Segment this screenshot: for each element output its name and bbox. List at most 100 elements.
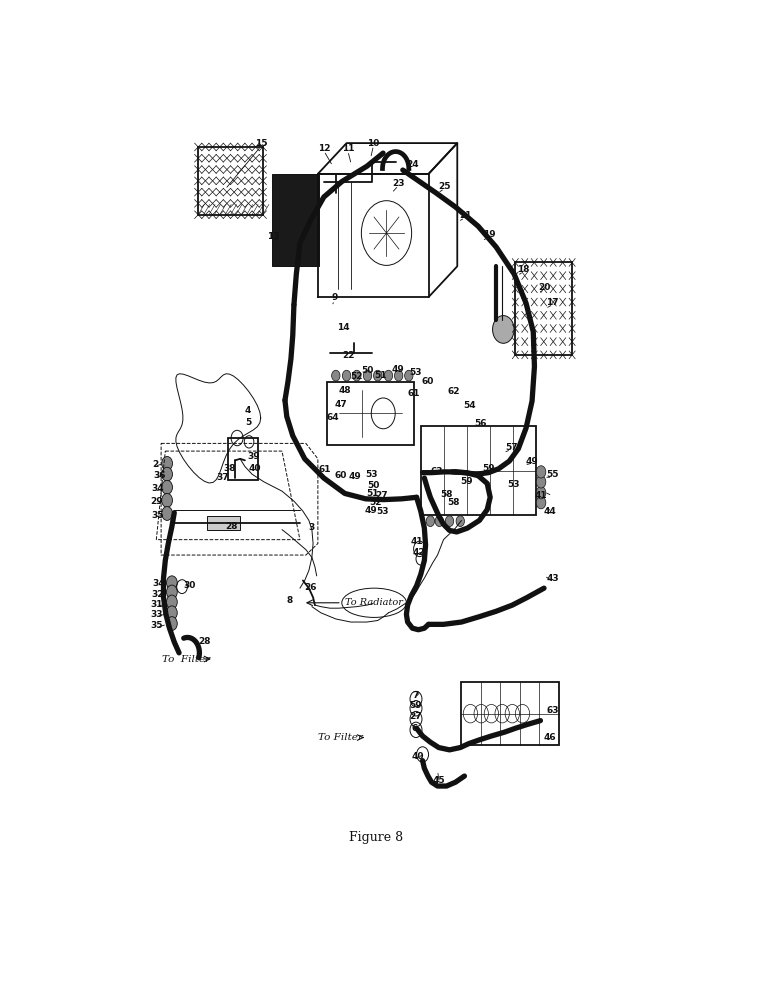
Text: 13: 13 [267, 232, 279, 241]
Text: 49: 49 [526, 457, 538, 466]
Text: 59: 59 [461, 477, 473, 486]
Text: 53: 53 [365, 470, 378, 479]
Text: 34: 34 [152, 579, 165, 588]
Text: 39: 39 [247, 452, 259, 461]
Text: 59: 59 [482, 464, 495, 473]
Text: 5: 5 [245, 418, 252, 427]
Text: 29: 29 [150, 497, 163, 506]
Text: 28: 28 [198, 637, 211, 646]
Text: 10: 10 [367, 139, 380, 148]
Text: 17: 17 [546, 298, 559, 307]
Bar [327, 382, 414, 445]
Text: 4: 4 [244, 406, 250, 415]
Text: 49: 49 [364, 506, 378, 515]
Text: 20: 20 [538, 283, 550, 292]
Circle shape [537, 497, 546, 509]
Text: 38: 38 [224, 464, 236, 473]
Circle shape [405, 370, 413, 381]
Text: 46: 46 [543, 733, 557, 742]
Text: 24: 24 [406, 160, 418, 169]
Text: 14: 14 [337, 323, 350, 332]
Text: 55: 55 [546, 470, 559, 479]
Text: 44: 44 [543, 507, 557, 516]
Circle shape [537, 466, 546, 478]
Text: 6: 6 [411, 724, 418, 733]
Text: 36: 36 [153, 471, 165, 480]
Text: 18: 18 [517, 265, 530, 274]
Text: 51: 51 [366, 489, 378, 498]
Text: 23: 23 [392, 179, 405, 188]
Text: 33: 33 [150, 610, 163, 619]
Text: 43: 43 [546, 574, 559, 583]
Circle shape [456, 516, 465, 527]
Text: 22: 22 [343, 351, 355, 360]
Text: 61: 61 [318, 465, 330, 474]
Text: 56: 56 [474, 419, 486, 428]
Circle shape [537, 476, 546, 488]
Circle shape [426, 516, 435, 527]
Text: 45: 45 [433, 776, 445, 785]
Text: 30: 30 [183, 581, 195, 590]
Text: 58: 58 [447, 498, 459, 507]
Text: 60: 60 [422, 377, 434, 386]
Text: 57: 57 [505, 443, 517, 452]
Text: 3: 3 [309, 523, 315, 532]
Text: 52: 52 [350, 372, 363, 381]
Text: 15: 15 [255, 139, 267, 148]
Text: 59: 59 [409, 701, 422, 710]
Text: 27: 27 [375, 491, 388, 500]
Text: 42: 42 [412, 548, 425, 557]
Text: 35: 35 [151, 511, 164, 520]
Circle shape [332, 370, 340, 381]
Circle shape [343, 370, 350, 381]
Text: 63: 63 [430, 467, 442, 476]
Circle shape [161, 507, 172, 520]
Circle shape [167, 585, 178, 599]
Text: 25: 25 [438, 182, 451, 191]
Text: 48: 48 [338, 386, 351, 395]
Text: To Radiator: To Radiator [345, 598, 403, 607]
Circle shape [445, 516, 454, 527]
Text: 34: 34 [151, 484, 164, 493]
Text: Figure 8: Figure 8 [350, 831, 404, 844]
Text: 40: 40 [411, 752, 424, 761]
Text: 54: 54 [463, 401, 476, 410]
Text: 37: 37 [216, 473, 229, 482]
Text: 41: 41 [410, 537, 423, 546]
Text: 40: 40 [249, 464, 261, 473]
Bar [516, 262, 572, 355]
Text: 61: 61 [408, 389, 421, 398]
Text: 51: 51 [374, 371, 386, 380]
Text: 35: 35 [150, 621, 163, 630]
Text: 53: 53 [376, 507, 389, 516]
Text: 53: 53 [507, 480, 520, 489]
Circle shape [167, 606, 178, 620]
Circle shape [161, 467, 172, 481]
Bar [207, 516, 240, 530]
Text: To Filter: To Filter [318, 733, 363, 742]
Text: 60: 60 [334, 471, 347, 480]
Circle shape [493, 316, 514, 343]
Text: 27: 27 [409, 712, 422, 721]
Text: 28: 28 [225, 522, 238, 531]
Circle shape [353, 370, 361, 381]
Text: 8: 8 [286, 596, 293, 605]
Text: 26: 26 [304, 583, 317, 592]
Circle shape [167, 576, 178, 590]
Text: To  Filter: To Filter [162, 654, 210, 664]
Circle shape [167, 617, 178, 631]
Text: 53: 53 [410, 368, 422, 377]
Text: 50: 50 [367, 481, 380, 490]
Polygon shape [273, 174, 319, 266]
Bar [421, 426, 537, 515]
Text: 47: 47 [335, 400, 347, 409]
Circle shape [161, 456, 172, 470]
Bar [462, 682, 559, 745]
Bar [229, 438, 258, 480]
Circle shape [161, 480, 172, 494]
Bar [198, 147, 262, 215]
Text: 41: 41 [534, 491, 547, 500]
Circle shape [435, 516, 443, 527]
Circle shape [374, 370, 382, 381]
Text: 52: 52 [370, 498, 382, 507]
